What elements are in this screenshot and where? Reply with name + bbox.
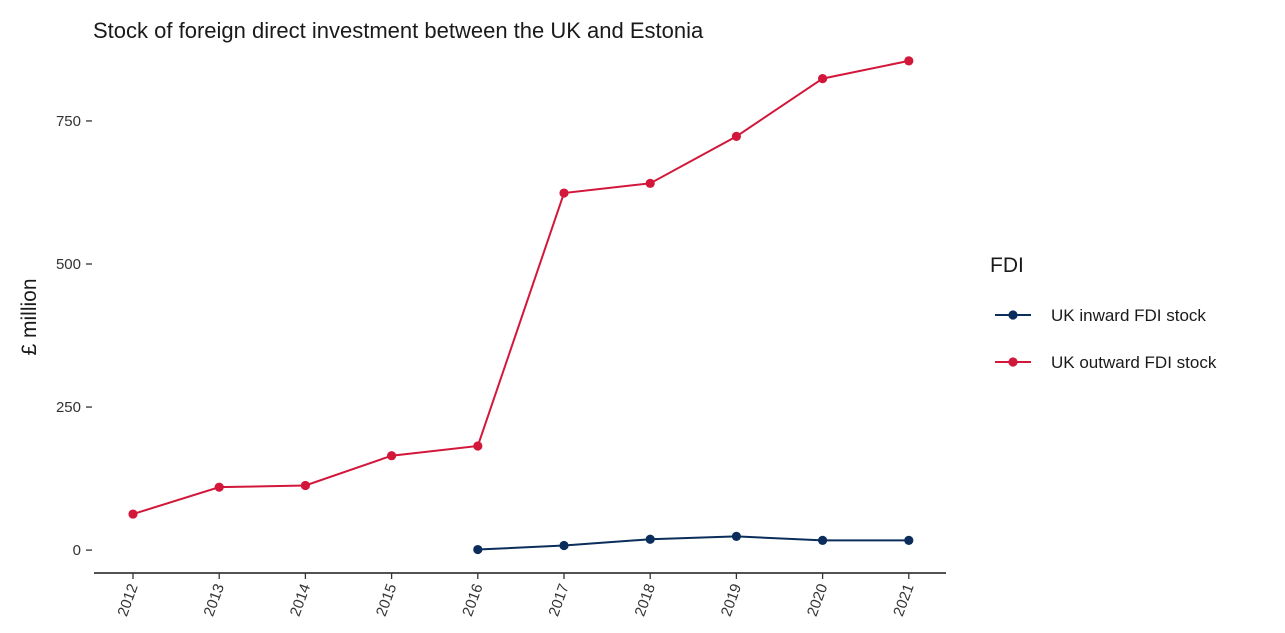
uk-outward-fdi-stock-point bbox=[473, 441, 483, 451]
x-tick-label: 2019 bbox=[718, 582, 745, 619]
uk-outward-fdi-stock-point bbox=[387, 451, 397, 461]
uk-outward-fdi-stock-point bbox=[731, 131, 742, 141]
uk-inward-fdi-stock-point bbox=[904, 535, 914, 545]
x-tick-label: 2017 bbox=[545, 582, 572, 619]
y-axis-title: £ million bbox=[18, 278, 41, 355]
chart-title: Stock of foreign direct investment betwe… bbox=[93, 18, 704, 43]
uk-inward-fdi-stock-point bbox=[473, 544, 483, 555]
legend-title: FDI bbox=[990, 254, 1024, 277]
uk-inward-fdi-stock-point bbox=[645, 534, 655, 544]
uk-outward-fdi-stock-point bbox=[818, 74, 828, 84]
legend: FDI UK inward FDI stock UK outward FDI st… bbox=[990, 254, 1217, 372]
uk-outward-fdi-stock-line bbox=[132, 59, 910, 516]
x-tick-label: 2015 bbox=[373, 582, 400, 619]
uk-inward-fdi-stock-point bbox=[731, 531, 742, 541]
legend-label: UK outward FDI stock bbox=[1051, 353, 1217, 372]
x-tick-label: 2013 bbox=[201, 582, 228, 619]
uk-inward-fdi-stock-point bbox=[559, 540, 569, 551]
plot-area: 0 250 500 750 2012 2013 2014 2015 2016 2017 2018 20… bbox=[56, 56, 946, 619]
x-tick-label: 2016 bbox=[459, 582, 486, 619]
uk-outward-fdi-stock-point bbox=[645, 178, 655, 188]
uk-outward-fdi-stock-point bbox=[300, 480, 310, 491]
x-tick-label: 2012 bbox=[114, 582, 141, 619]
uk-outward-fdi-stock-point bbox=[214, 482, 224, 492]
y-tick-label: 500 bbox=[56, 256, 81, 273]
uk-outward-fdi-stock-point bbox=[128, 509, 138, 519]
y-tick-label: 250 bbox=[56, 399, 81, 416]
uk-outward-fdi-stock-point bbox=[559, 188, 569, 198]
legend-label: UK inward FDI stock bbox=[1051, 306, 1206, 325]
uk-inward-fdi-stock-point bbox=[818, 535, 828, 545]
uk-inward-fdi-stock-line bbox=[477, 535, 909, 551]
y-tick-label: 750 bbox=[56, 113, 81, 130]
uk-outward-fdi-stock-point bbox=[904, 56, 914, 66]
legend-key-point bbox=[1008, 310, 1018, 320]
x-tick-label: 2018 bbox=[632, 582, 659, 619]
x-tick-label: 2021 bbox=[890, 582, 917, 619]
x-tick-label: 2014 bbox=[287, 582, 314, 619]
legend-key-point bbox=[1008, 357, 1018, 367]
x-tick-label: 2020 bbox=[804, 582, 831, 619]
y-tick-label: 0 bbox=[73, 542, 81, 559]
